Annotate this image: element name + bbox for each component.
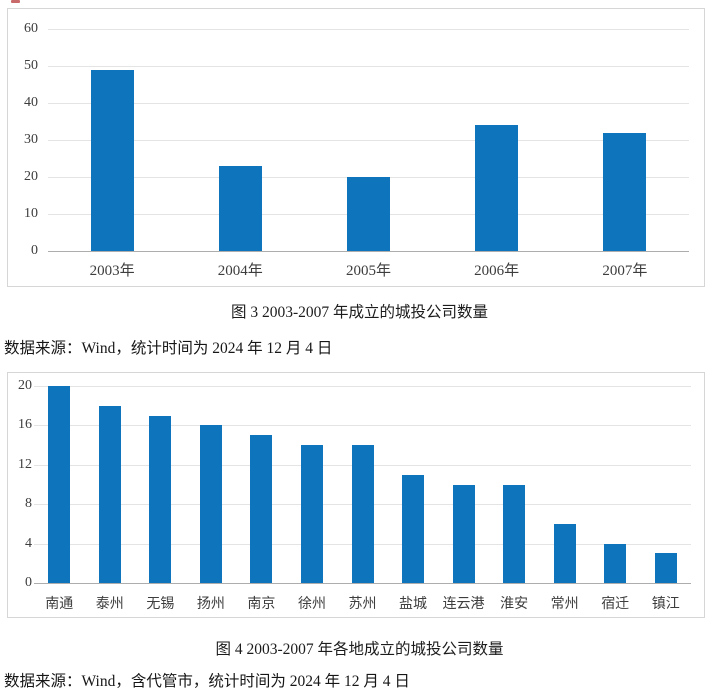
x-tick-label-苏州: 苏州 bbox=[348, 597, 377, 612]
gridline-y16 bbox=[34, 425, 691, 427]
bar-无锡 bbox=[149, 415, 172, 583]
bar-2006年 bbox=[475, 125, 519, 251]
x-tick-label-2005年: 2005年 bbox=[345, 263, 391, 279]
y-tick-label: 0 bbox=[25, 575, 32, 590]
x-tick-label-2003年: 2003年 bbox=[89, 263, 135, 279]
bar-徐州 bbox=[300, 445, 323, 583]
bar-泰州 bbox=[98, 405, 121, 583]
x-tick-label-2007年: 2007年 bbox=[602, 263, 648, 279]
bar-淮安 bbox=[503, 484, 526, 583]
x-axis-line bbox=[48, 250, 689, 252]
y-tick-label: 0 bbox=[31, 243, 38, 258]
bar-2007年 bbox=[603, 132, 647, 251]
x-tick-label-南通: 南通 bbox=[45, 597, 74, 612]
x-tick-label-无锡: 无锡 bbox=[146, 597, 175, 612]
y-tick-label: 8 bbox=[25, 496, 32, 512]
y-tick-label: 50 bbox=[24, 58, 38, 73]
gridline-y50 bbox=[48, 66, 689, 67]
figure3-bar-chart: 0 10 20 30 40 50 60 2003年 2004年 2005年 2006年 2007年 bbox=[7, 8, 705, 287]
y-tick-label: 20 bbox=[24, 169, 38, 184]
x-tick-label-淮安: 淮安 bbox=[500, 597, 529, 612]
bar-苏州 bbox=[351, 445, 374, 583]
x-tick-label-连云港: 连云港 bbox=[442, 597, 485, 612]
bar-盐城 bbox=[402, 474, 425, 583]
gridline-y60 bbox=[48, 29, 689, 30]
x-tick-label-宿迁: 宿迁 bbox=[601, 597, 630, 612]
x-tick-label-扬州: 扬州 bbox=[196, 597, 225, 612]
bar-2005年 bbox=[347, 177, 390, 251]
gridline-y40 bbox=[48, 103, 689, 104]
figure4-source: 数据来源：Wind，含代管市，统计时间为 2024 年 12 月 4 日 bbox=[4, 673, 410, 690]
bar-南通 bbox=[48, 386, 71, 583]
x-tick-label-徐州: 徐州 bbox=[297, 597, 326, 612]
x-tick-label-常州: 常州 bbox=[550, 597, 579, 612]
y-tick-label: 16 bbox=[18, 417, 32, 433]
x-tick-label-镇江: 镇江 bbox=[651, 597, 680, 612]
figure3-source: 数据来源：Wind，统计时间为 2024 年 12 月 4 日 bbox=[4, 340, 333, 357]
x-tick-label-南京: 南京 bbox=[247, 597, 276, 612]
bar-2003年 bbox=[90, 69, 134, 251]
y-tick-label: 60 bbox=[24, 21, 38, 36]
bar-镇江 bbox=[654, 553, 677, 583]
bar-南京 bbox=[250, 435, 273, 583]
bar-宿迁 bbox=[604, 543, 627, 583]
figure3-caption: 图 3 2003-2007 年成立的城投公司数量 bbox=[230, 304, 489, 321]
y-tick-label: 30 bbox=[24, 132, 38, 147]
y-tick-label: 40 bbox=[24, 95, 38, 110]
figure4-caption: 图 4 2003-2007 年各地成立的城投公司数量 bbox=[215, 641, 504, 658]
y-tick-label: 12 bbox=[18, 456, 32, 472]
red-annotation-mark bbox=[11, 0, 20, 3]
gridline-y20 bbox=[34, 386, 691, 387]
figure4-bar-chart: 0 4 8 12 16 20 南通 泰州 无锡 扬州 南京 徐州 苏州 盐城 连云港 淮安 常州 宿迁 镇江 bbox=[7, 372, 705, 618]
x-tick-label-2006年: 2006年 bbox=[474, 263, 520, 279]
y-tick-label: 4 bbox=[25, 535, 32, 551]
gridline-y30 bbox=[48, 140, 689, 141]
x-tick-label-2004年: 2004年 bbox=[217, 263, 263, 279]
bar-连云港 bbox=[452, 484, 475, 583]
bar-常州 bbox=[553, 523, 576, 583]
y-tick-label: 10 bbox=[24, 206, 38, 221]
bar-扬州 bbox=[199, 425, 222, 583]
x-axis-line bbox=[34, 582, 691, 584]
x-tick-label-盐城: 盐城 bbox=[399, 597, 428, 612]
bar-2004年 bbox=[218, 165, 262, 251]
x-tick-label-泰州: 泰州 bbox=[95, 597, 124, 612]
y-tick-label: 20 bbox=[18, 378, 32, 393]
